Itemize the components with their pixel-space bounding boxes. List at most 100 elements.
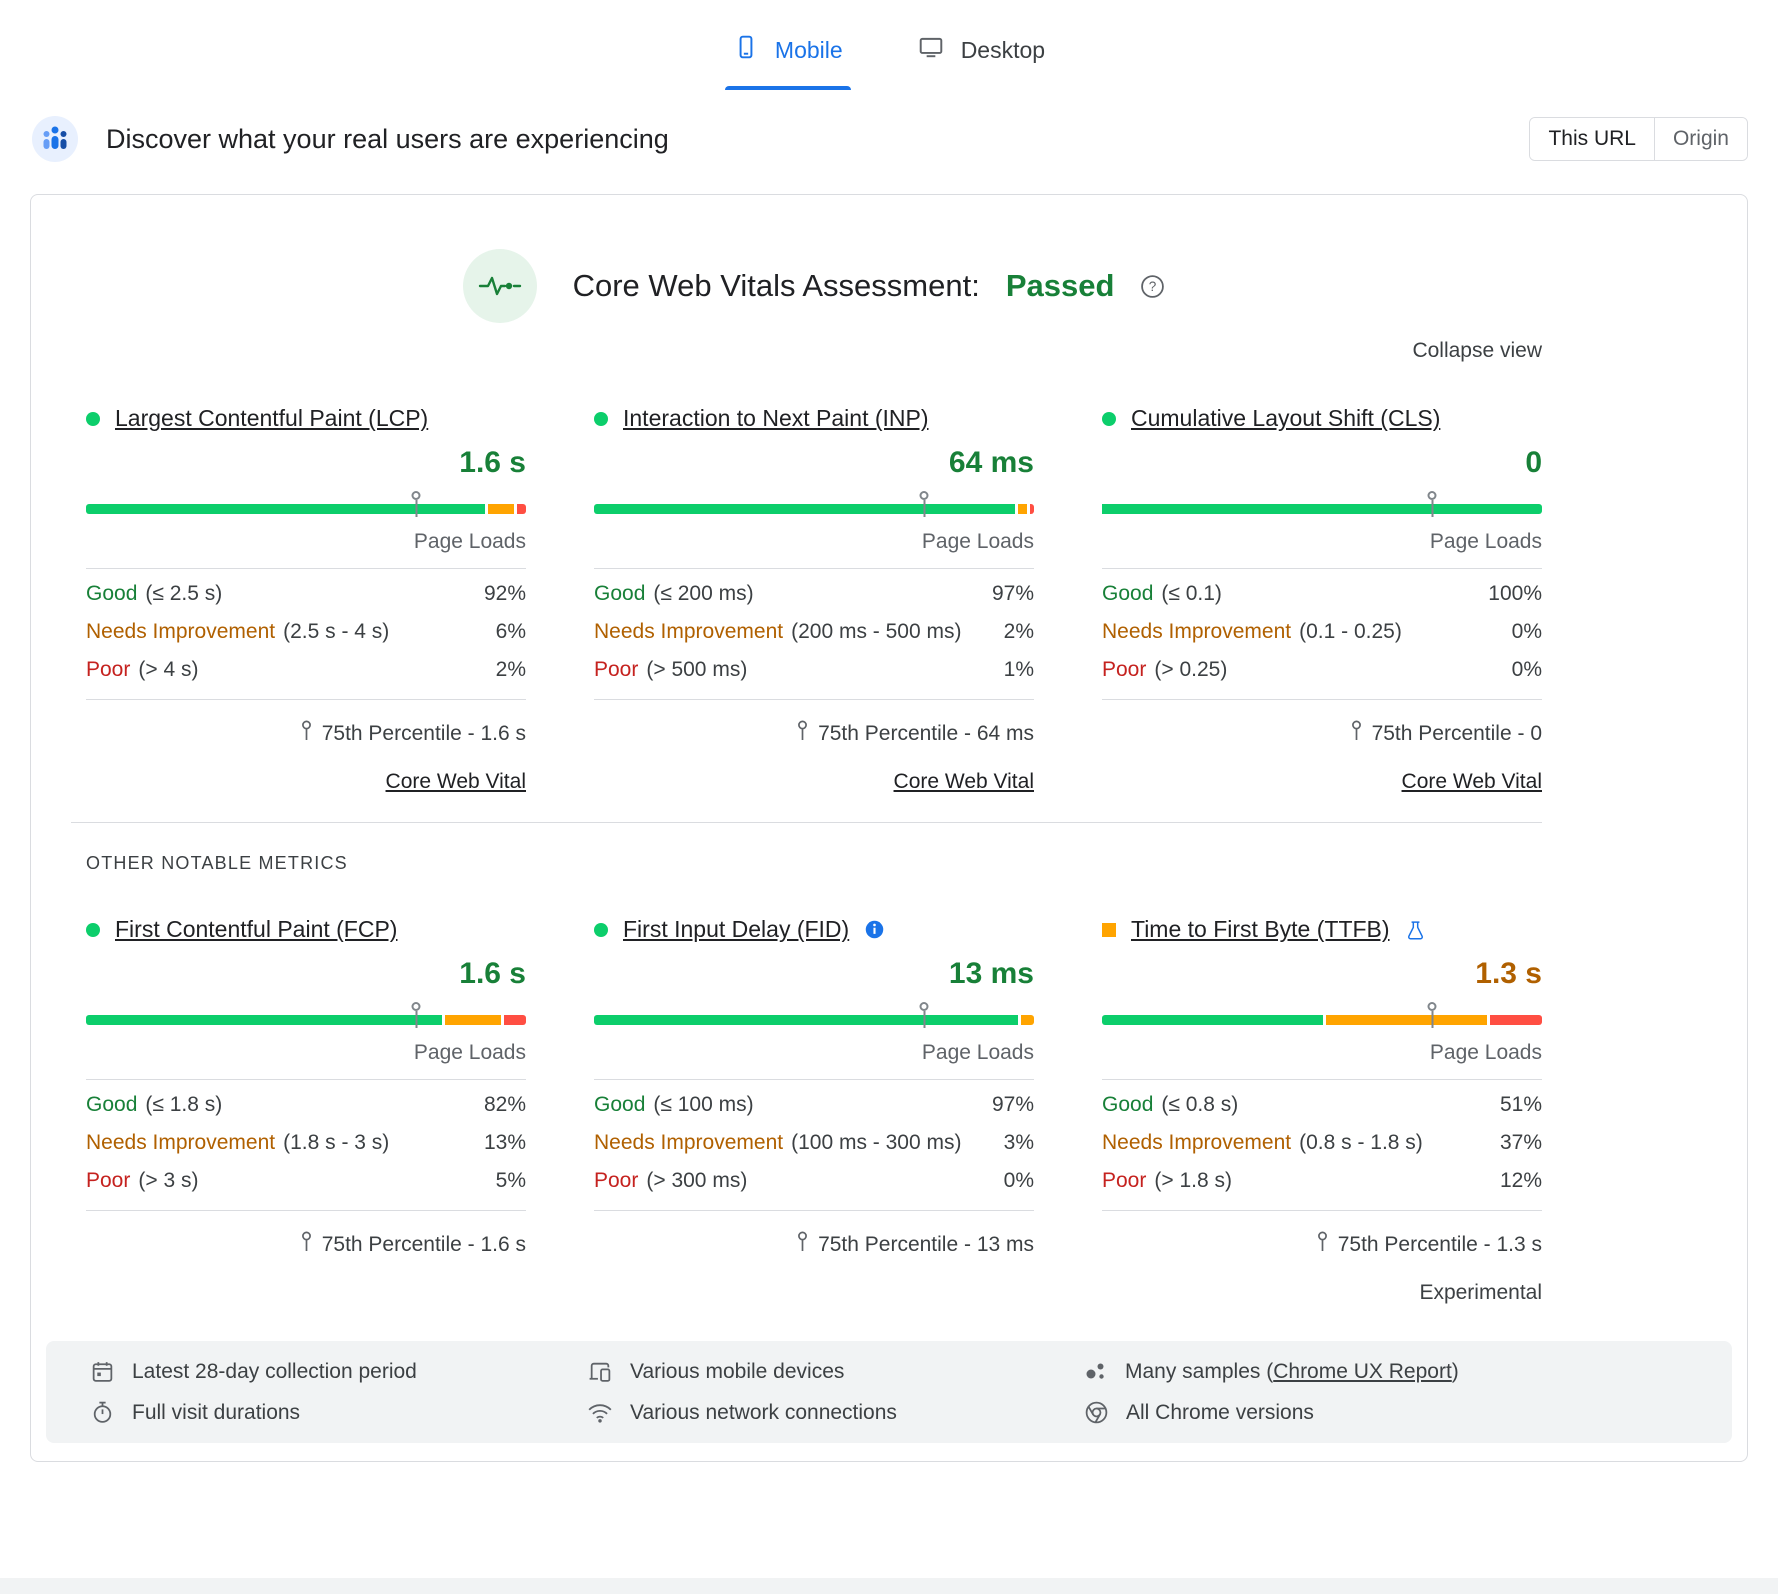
core-web-vital-link[interactable]: Core Web Vital	[1401, 770, 1542, 793]
mobile-devices-text: Various mobile devices	[630, 1359, 845, 1383]
next-section-strip	[0, 1578, 1778, 1594]
distribution-row-good: Good (≤ 200 ms) 97%	[594, 575, 1034, 613]
page-loads-label: Page Loads	[86, 530, 526, 569]
row-label-needs-improvement: Needs Improvement	[86, 1131, 276, 1154]
metric-title-link[interactable]: Time to First Byte (TTFB)	[1131, 916, 1390, 942]
bar-segment-poor	[517, 504, 527, 514]
row-label-poor: Poor	[594, 1169, 639, 1192]
distribution-row-poor: Poor (> 3 s) 5%	[86, 1162, 526, 1200]
distribution-table: Good (≤ 0.8 s) 51% Needs Improvement (0.…	[1102, 1080, 1542, 1211]
collapse-view-row: Collapse view	[86, 339, 1542, 363]
percentile-marker-dot	[919, 1002, 929, 1011]
network-connections-item: Various network connections	[587, 1401, 1084, 1425]
bar-segment-needs-improvement	[444, 1015, 502, 1025]
field-data-header: Discover what your real users are experi…	[0, 90, 1778, 184]
row-range-needs-improvement: (0.1 - 0.25)	[1299, 620, 1402, 643]
metric-header: Time to First Byte (TTFB)	[1102, 916, 1542, 943]
assessment-label: Core Web Vitals Assessment:	[572, 268, 980, 303]
distribution-table: Good (≤ 200 ms) 97% Needs Improvement (2…	[594, 569, 1034, 700]
row-label-good: Good	[86, 1093, 138, 1116]
calendar-icon	[92, 1362, 113, 1382]
percentile-marker-stem	[415, 500, 417, 517]
help-icon[interactable]: ?	[1140, 274, 1165, 299]
distribution-bar	[1102, 491, 1542, 517]
network-connections-text: Various network connections	[630, 1400, 897, 1424]
metric-card: Time to First Byte (TTFB) 1.3 s Page Loa…	[1102, 916, 1542, 1305]
distribution-row-needs-improvement: Needs Improvement (2.5 s - 4 s) 6%	[86, 613, 526, 651]
row-range-good: (≤ 200 ms)	[653, 582, 754, 605]
row-label-poor: Poor	[1102, 658, 1147, 681]
percentile-marker-dot	[411, 1002, 421, 1011]
core-web-vital-link[interactable]: Core Web Vital	[385, 770, 526, 793]
row-label-needs-improvement: Needs Improvement	[594, 1131, 784, 1154]
chrome-versions-item: All Chrome versions	[1084, 1400, 1688, 1425]
pulse-icon	[462, 249, 537, 323]
tab-mobile[interactable]: Mobile	[724, 22, 851, 90]
percentile-marker-dot	[1427, 1002, 1437, 1011]
origin-button[interactable]: Origin	[1654, 118, 1747, 160]
metric-value: 64 ms	[948, 446, 1034, 479]
percentile-marker	[918, 1002, 931, 1028]
distribution-row-needs-improvement: Needs Improvement (1.8 s - 3 s) 13%	[86, 1124, 526, 1162]
metric-card: Cumulative Layout Shift (CLS) 0 Page Loa…	[1102, 405, 1542, 794]
scope-toggle: This URL Origin	[1529, 117, 1748, 161]
percentile-row: 75th Percentile - 1.6 s	[86, 1231, 526, 1259]
percentile-pin-icon	[1350, 720, 1363, 748]
this-url-button[interactable]: This URL	[1530, 118, 1655, 160]
tab-desktop[interactable]: Desktop	[909, 22, 1053, 90]
visit-durations-text: Full visit durations	[132, 1400, 301, 1424]
many-samples-text: Many samples (Chrome UX Report)	[1125, 1360, 1459, 1384]
row-pct-poor: 2%	[495, 658, 526, 681]
metric-title-link[interactable]: First Contentful Paint (FCP)	[115, 916, 398, 942]
row-range-poor: (> 4 s)	[138, 658, 199, 681]
row-label-poor: Poor	[1102, 1169, 1147, 1192]
bar-segment-poor	[504, 1015, 526, 1025]
data-collection-footer: Latest 28-day collection period Various …	[46, 1341, 1732, 1443]
info-icon[interactable]	[864, 919, 885, 940]
metric-header: First Input Delay (FID)	[594, 916, 1034, 943]
timer-icon	[93, 1401, 112, 1423]
desktop-monitor-icon	[917, 34, 945, 66]
distribution-row-poor: Poor (> 500 ms) 1%	[594, 651, 1034, 689]
distribution-row-poor: Poor (> 4 s) 2%	[86, 651, 526, 689]
percentile-marker-stem	[1431, 500, 1433, 517]
row-label-good: Good	[1102, 1093, 1154, 1116]
percentile-row: 75th Percentile - 1.3 s	[1102, 1231, 1542, 1259]
percentile-row: 75th Percentile - 0	[1102, 720, 1542, 748]
core-web-vital-link[interactable]: Core Web Vital	[893, 770, 1034, 793]
row-range-good: (≤ 1.8 s)	[145, 1093, 223, 1116]
bar-segment-needs-improvement	[1020, 1015, 1034, 1025]
bar-segment-good	[86, 504, 486, 514]
distribution-bar-track	[594, 504, 1035, 514]
metric-value: 13 ms	[948, 957, 1034, 990]
row-pct-good: 97%	[991, 1093, 1034, 1116]
percentile-marker	[1426, 1002, 1439, 1028]
row-pct-good: 97%	[991, 582, 1034, 605]
metric-card: Largest Contentful Paint (LCP) 1.6 s Pag…	[86, 405, 527, 794]
many-samples-prefix: Many samples (	[1125, 1359, 1274, 1383]
real-users-icon	[32, 116, 78, 162]
row-pct-good: 82%	[483, 1093, 526, 1116]
bar-segment-poor	[1029, 504, 1035, 514]
devices-icon	[589, 1362, 611, 1382]
percentile-text: 75th Percentile - 0	[1371, 722, 1542, 745]
row-range-good: (≤ 2.5 s)	[145, 582, 223, 605]
row-label-good: Good	[86, 582, 138, 605]
metric-title-link[interactable]: First Input Delay (FID)	[623, 916, 850, 942]
collapse-view-link[interactable]: Collapse view	[1412, 339, 1542, 362]
metric-title-link[interactable]: Largest Contentful Paint (LCP)	[115, 405, 429, 431]
distribution-table: Good (≤ 100 ms) 97% Needs Improvement (1…	[594, 1080, 1034, 1211]
percentile-text: 75th Percentile - 1.3 s	[1337, 1233, 1542, 1256]
row-range-needs-improvement: (0.8 s - 1.8 s)	[1299, 1131, 1423, 1154]
percentile-marker	[410, 1002, 423, 1028]
row-range-needs-improvement: (2.5 s - 4 s)	[283, 620, 390, 643]
other-metrics-heading: OTHER NOTABLE METRICS	[86, 853, 348, 873]
metric-title-link[interactable]: Cumulative Layout Shift (CLS)	[1131, 405, 1441, 431]
metric-value: 1.6 s	[459, 957, 526, 990]
metric-status-indicator	[594, 411, 608, 426]
metric-title-link[interactable]: Interaction to Next Paint (INP)	[623, 405, 929, 431]
metric-card: First Input Delay (FID) 13 ms Page Loads…	[594, 916, 1034, 1305]
row-label-poor: Poor	[86, 1169, 131, 1192]
distribution-table: Good (≤ 0.1) 100% Needs Improvement (0.1…	[1102, 569, 1542, 700]
chrome-ux-report-link[interactable]: Chrome UX Report	[1273, 1359, 1452, 1383]
